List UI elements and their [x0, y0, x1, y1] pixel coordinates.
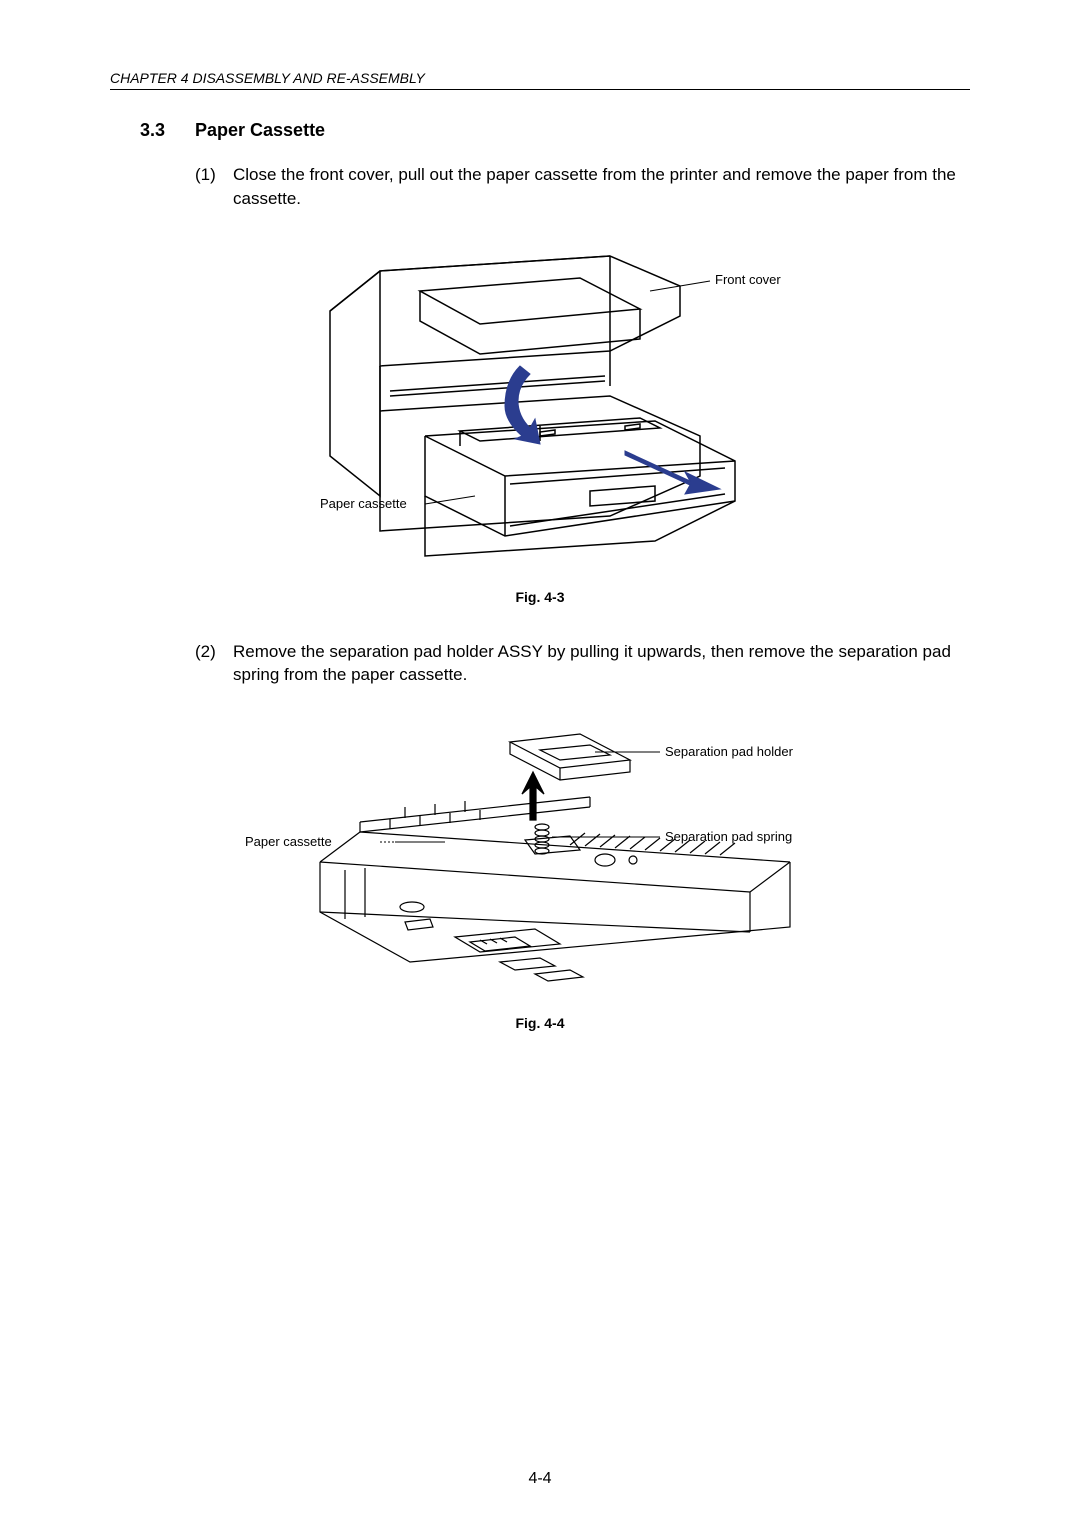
section-name: Paper Cassette [195, 120, 325, 141]
fig2-paper-cassette-label: Paper cassette [245, 834, 332, 849]
figure-1-container: Front cover Paper cassette [110, 236, 970, 571]
figure-2-diagram: Paper cassette Separation pad holder Sep… [230, 712, 850, 992]
step-1: (1) Close the front cover, pull out the … [195, 163, 970, 211]
page-number: 4-4 [0, 1470, 1080, 1488]
step-2-number: (2) [195, 640, 233, 688]
figure-1-caption: Fig. 4-3 [110, 589, 970, 605]
fig1-front-cover-label: Front cover [715, 272, 781, 287]
chapter-header: CHAPTER 4 DISASSEMBLY AND RE-ASSEMBLY [110, 70, 970, 90]
step-1-text: Close the front cover, pull out the pape… [233, 163, 970, 211]
figure-1-diagram: Front cover Paper cassette [260, 236, 820, 566]
step-2-text: Remove the separation pad holder ASSY by… [233, 640, 970, 688]
step-2: (2) Remove the separation pad holder ASS… [195, 640, 970, 688]
section-title: 3.3 Paper Cassette [140, 120, 970, 141]
step-1-number: (1) [195, 163, 233, 211]
fig2-pad-holder-label: Separation pad holder [665, 744, 794, 759]
figure-2-container: Paper cassette Separation pad holder Sep… [110, 712, 970, 997]
section-number: 3.3 [140, 120, 195, 141]
fig1-paper-cassette-label: Paper cassette [320, 496, 407, 511]
figure-2-caption: Fig. 4-4 [110, 1015, 970, 1031]
fig2-pad-spring-label: Separation pad spring [665, 829, 792, 844]
